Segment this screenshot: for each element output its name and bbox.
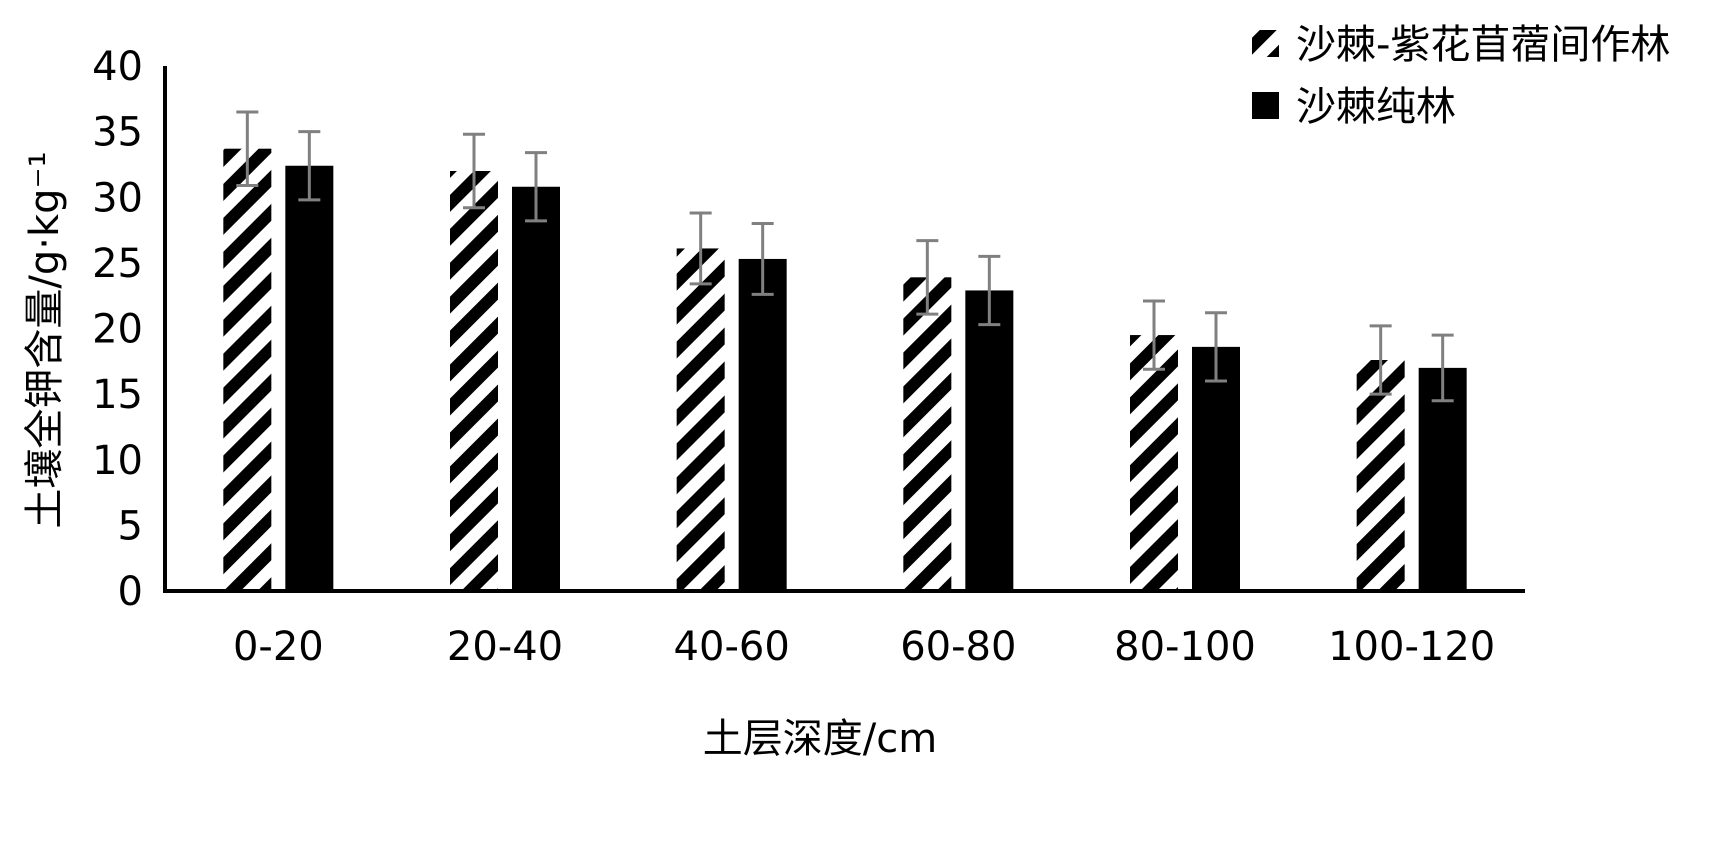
x-axis-title: 土层深度/cm — [703, 716, 937, 762]
error-bar — [1431, 333, 1454, 403]
y-tick-label: 25 — [92, 241, 143, 287]
x-tick-label: 20-40 — [447, 624, 563, 670]
bar-pure-100-120 — [1418, 367, 1467, 591]
bar-pure-20-40 — [512, 186, 560, 591]
x-tick-label: 40-60 — [674, 624, 790, 670]
error-bar — [689, 211, 712, 286]
bar-pure-40-60 — [738, 258, 787, 591]
error-bar — [1143, 299, 1165, 371]
x-tick-label: 0-20 — [233, 624, 324, 670]
y-tick-label: 10 — [92, 438, 143, 484]
bar-intercrop-40-60 — [676, 248, 725, 591]
y-tick-label: 20 — [92, 307, 143, 353]
y-tick-label: 30 — [92, 175, 143, 221]
legend-swatch — [1252, 92, 1279, 119]
error-bars-layer — [236, 110, 1454, 403]
bar-intercrop-80-100 — [1130, 335, 1178, 591]
error-bar — [1205, 311, 1227, 383]
y-tick-label: 40 — [92, 44, 143, 90]
error-bar — [463, 132, 485, 210]
error-bar — [916, 239, 939, 316]
bar-pure-60-80 — [965, 290, 1014, 591]
bar-intercrop-60-80 — [903, 277, 952, 591]
y-tick-label: 35 — [92, 110, 143, 156]
x-tick-label: 100-120 — [1328, 624, 1495, 670]
bar-intercrop-100-120 — [1356, 360, 1405, 591]
legend-swatch — [1252, 30, 1279, 57]
bar-pure-0-20 — [285, 165, 334, 591]
legend-label: 沙棘-紫花苜蓿间作林 — [1296, 22, 1670, 68]
y-tick-labels: 0 5 10 15 20 25 30 35 40 — [92, 44, 143, 615]
error-bar — [978, 254, 1001, 327]
bar-intercrop-20-40 — [450, 171, 498, 591]
y-tick-label: 15 — [92, 372, 143, 418]
bar-intercrop-0-20 — [223, 148, 272, 591]
error-bar — [525, 151, 547, 223]
y-tick-label: 5 — [118, 503, 143, 549]
legend-label: 沙棘纯林 — [1296, 84, 1456, 130]
bar-pure-80-100 — [1192, 346, 1240, 591]
error-bar — [751, 222, 774, 296]
error-bar — [298, 130, 321, 202]
y-tick-label: 0 — [118, 569, 143, 615]
x-tick-labels: 0-20 20-40 40-60 60-80 80-100 100-120 — [233, 624, 1495, 670]
y-axis-title: 土壤全钾含量/g·kg⁻¹ — [22, 151, 68, 528]
error-bar — [236, 110, 259, 187]
error-bar — [1369, 324, 1392, 396]
x-tick-label: 60-80 — [900, 624, 1016, 670]
bars-layer — [223, 148, 1467, 591]
x-tick-label: 80-100 — [1114, 624, 1256, 670]
